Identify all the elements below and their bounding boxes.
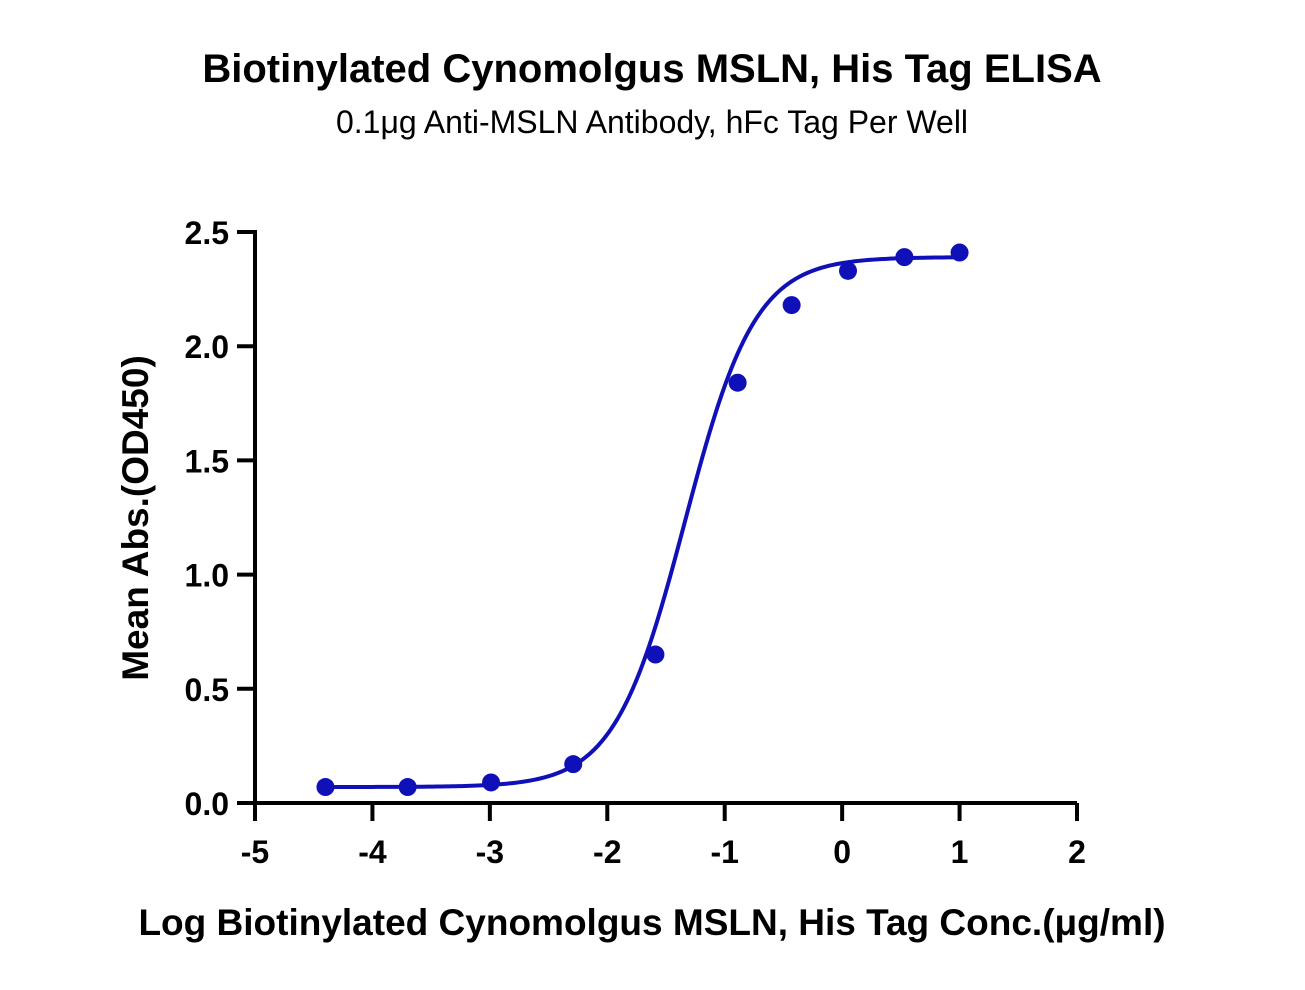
y-tick-label: 0.5 bbox=[185, 672, 229, 708]
x-tick-label: -5 bbox=[241, 834, 269, 870]
x-tick-label: -2 bbox=[593, 834, 621, 870]
y-axis-label: Mean Abs.(OD450) bbox=[115, 355, 156, 681]
data-point bbox=[839, 261, 858, 280]
y-tick-label: 2.5 bbox=[185, 215, 229, 251]
y-tick-label: 1.0 bbox=[185, 558, 229, 594]
data-point bbox=[895, 248, 914, 267]
axes: -5 -4 -3 -2 -1 0 1 2 0.0 0.5 1.0 1.5 2.0 2.5 bbox=[185, 215, 1086, 870]
data-point bbox=[482, 773, 501, 792]
x-tick-label: 1 bbox=[951, 834, 969, 870]
data-points bbox=[316, 243, 969, 797]
data-point bbox=[782, 296, 801, 315]
x-tick-label: -3 bbox=[476, 834, 504, 870]
data-point bbox=[564, 755, 583, 774]
data-point bbox=[316, 778, 335, 797]
x-tick-label: 2 bbox=[1068, 834, 1086, 870]
y-tick-label: 0.0 bbox=[185, 786, 229, 822]
x-tick-label: -4 bbox=[358, 834, 387, 870]
fit-curve-layer bbox=[325, 255, 960, 789]
chart-title: Biotinylated Cynomolgus MSLN, His Tag EL… bbox=[202, 47, 1101, 91]
fit-curve bbox=[325, 255, 960, 789]
chart-subtitle: 0.1μg Anti-MSLN Antibody, hFc Tag Per We… bbox=[336, 104, 968, 140]
data-point bbox=[398, 778, 417, 797]
data-point bbox=[646, 645, 665, 664]
data-point bbox=[950, 243, 969, 262]
y-tick-label: 1.5 bbox=[185, 443, 229, 479]
x-tick-label: 0 bbox=[833, 834, 851, 870]
x-tick-label: -1 bbox=[710, 834, 738, 870]
x-axis-label: Log Biotinylated Cynomolgus MSLN, His Ta… bbox=[138, 902, 1165, 943]
y-tick-label: 2.0 bbox=[185, 329, 229, 365]
data-point bbox=[728, 373, 747, 392]
